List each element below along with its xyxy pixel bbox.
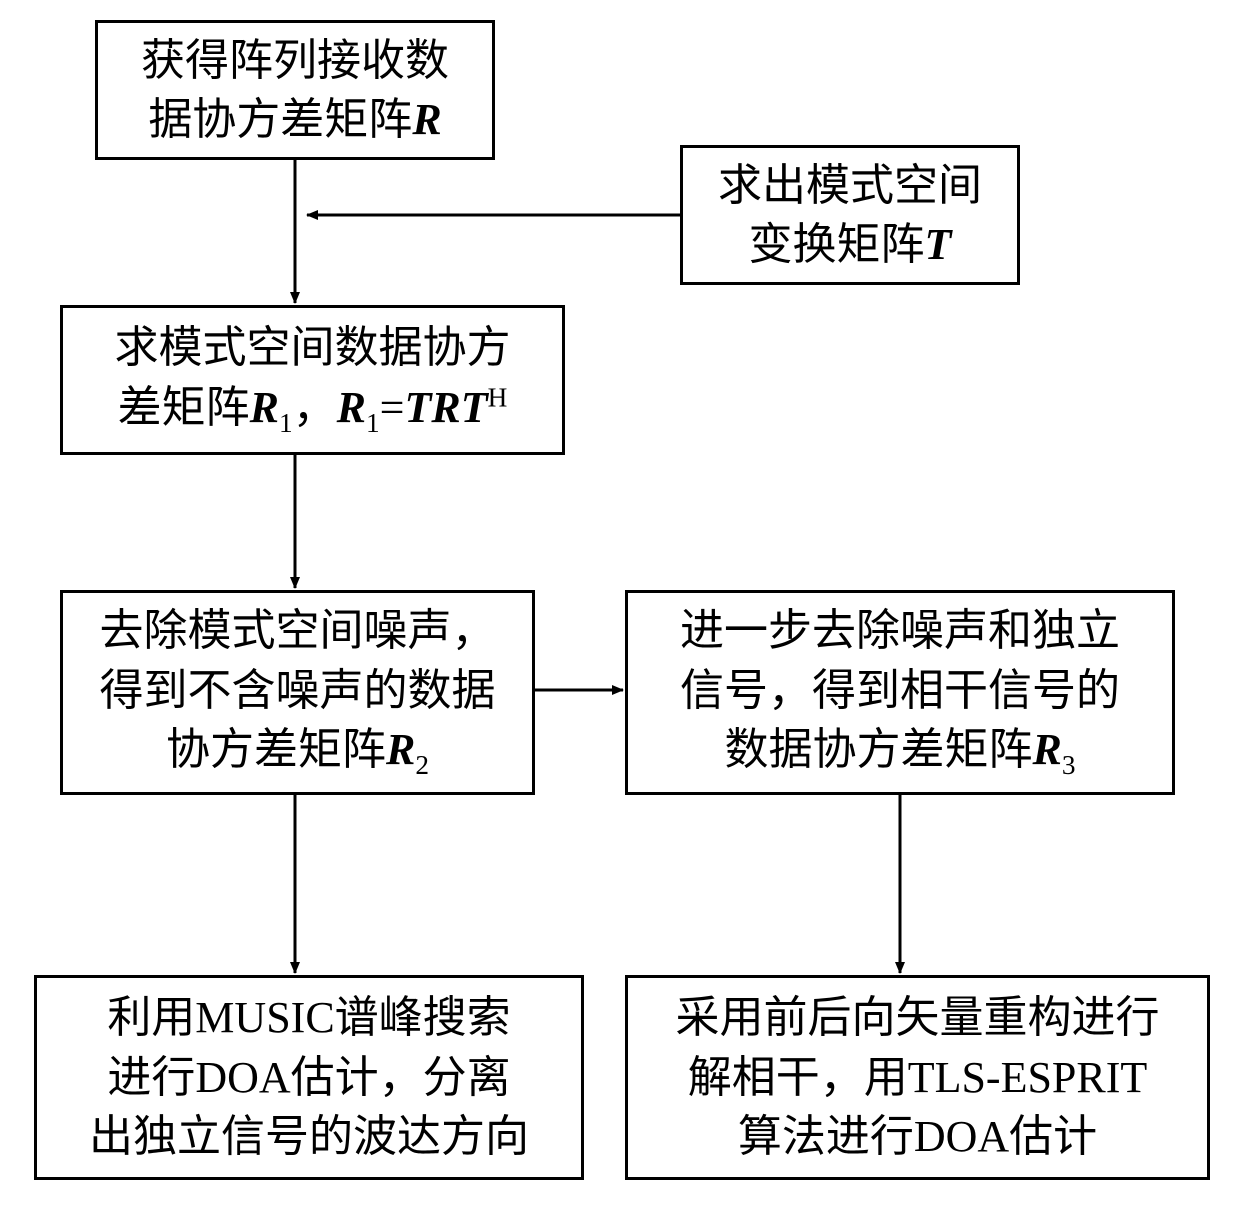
node-n3: 求模式空间数据协方差矩阵R1，R1=TRTH (60, 305, 565, 455)
node-n2: 求出模式空间变换矩阵T (680, 145, 1020, 285)
node-n4: 去除模式空间噪声，得到不含噪声的数据协方差矩阵R2 (60, 590, 535, 795)
node-n7: 采用前后向矢量重构进行解相干，用TLS-ESPRIT算法进行DOA估计 (625, 975, 1210, 1180)
node-n5-text: 进一步去除噪声和独立信号，得到相干信号的数据协方差矩阵R3 (680, 601, 1120, 783)
node-n1: 获得阵列接收数据协方差矩阵R (95, 20, 495, 160)
node-n6: 利用MUSIC谱峰搜索进行DOA估计，分离出独立信号的波达方向 (34, 975, 584, 1180)
node-n3-text: 求模式空间数据协方差矩阵R1，R1=TRTH (115, 318, 511, 441)
node-n6-text: 利用MUSIC谱峰搜索进行DOA估计，分离出独立信号的波达方向 (89, 988, 529, 1166)
node-n2-text: 求出模式空间变换矩阵T (718, 156, 982, 275)
node-n5: 进一步去除噪声和独立信号，得到相干信号的数据协方差矩阵R3 (625, 590, 1175, 795)
node-n1-text: 获得阵列接收数据协方差矩阵R (141, 31, 449, 150)
node-n4-text: 去除模式空间噪声，得到不含噪声的数据协方差矩阵R2 (100, 601, 496, 783)
node-n7-text: 采用前后向矢量重构进行解相干，用TLS-ESPRIT算法进行DOA估计 (676, 988, 1160, 1166)
